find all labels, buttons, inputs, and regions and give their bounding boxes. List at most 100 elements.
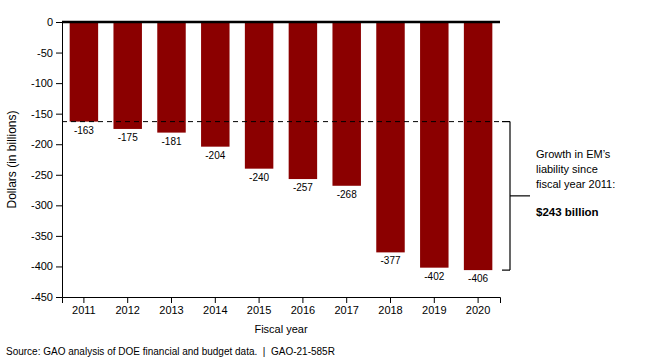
- y-tick-mark: [56, 297, 62, 298]
- y-tick-label: -400: [31, 260, 53, 272]
- data-label: -163: [74, 125, 94, 136]
- y-axis: 0 -50 -100 -150 -200 -250 -300 -350 -400 -450: [31, 16, 63, 303]
- y-tick: -50: [37, 47, 62, 59]
- x-tick-mark: [346, 297, 347, 303]
- y-tick-mark: [56, 53, 62, 54]
- x-tick-label: 2016: [291, 304, 315, 316]
- y-tick: 0: [47, 16, 62, 28]
- annotation: Growth in EM’s liability since fiscal year…: [536, 148, 615, 218]
- x-axis-title: Fiscal year: [254, 323, 308, 335]
- y-tick: -350: [31, 230, 62, 242]
- data-label: -240: [249, 172, 269, 183]
- bar: [289, 22, 317, 179]
- bar: [332, 22, 360, 186]
- annotation-text: liability since: [536, 163, 598, 175]
- bar: [201, 22, 229, 147]
- data-labels: -163 -175 -181 -204 -240 -257 -268 -377 -402 -406: [74, 125, 489, 285]
- y-tick-label: -50: [37, 47, 53, 59]
- x-tick-label: 2012: [115, 304, 139, 316]
- data-label: -181: [161, 136, 181, 147]
- y-tick-label: -350: [31, 230, 53, 242]
- marks: [62, 22, 500, 270]
- x-tick-label: 2014: [203, 304, 227, 316]
- y-tick-mark: [56, 205, 62, 206]
- x-tick-label: 2017: [334, 304, 358, 316]
- x-tick: 2019: [422, 297, 446, 316]
- y-tick: -250: [31, 169, 62, 181]
- y-tick-mark: [56, 83, 62, 84]
- data-label: -402: [424, 271, 444, 282]
- y-tick-label: -450: [31, 291, 53, 303]
- bar: [245, 22, 273, 169]
- y-tick-label: -100: [31, 77, 53, 89]
- y-tick-mark: [56, 144, 62, 145]
- y-tick-mark: [56, 175, 62, 176]
- y-tick-label: -150: [31, 108, 53, 120]
- x-tick-label: 2018: [378, 304, 402, 316]
- y-axis-line: [56, 23, 63, 298]
- data-label: -257: [293, 182, 313, 193]
- bar: [70, 22, 98, 122]
- x-tick-label: 2019: [422, 304, 446, 316]
- bar: [157, 22, 185, 133]
- y-axis-title: Dollars (in billions): [5, 110, 19, 208]
- y-tick: -400: [31, 260, 62, 272]
- x-tick-label: 2015: [247, 304, 271, 316]
- annotation-text: fiscal year 2011:: [536, 178, 615, 190]
- x-tick-label: 2020: [466, 304, 490, 316]
- y-tick-mark: [56, 266, 62, 267]
- bracket-line: [510, 195, 530, 196]
- y-tick: -450: [31, 291, 62, 303]
- y-tick-label: 0: [47, 16, 53, 28]
- x-axis: 2011 2012 2013 2014 2015 2016 2017 2018 2019 2020: [63, 297, 501, 316]
- chart: 0 -50 -100 -150 -200 -250 -300 -350 -400 -450 2011…: [0, 0, 650, 361]
- data-label: -268: [337, 189, 357, 200]
- x-tick: 2013: [159, 297, 183, 316]
- annotation-text: Growth in EM’s: [536, 148, 611, 160]
- y-tick-mark: [56, 114, 62, 115]
- bracket: [502, 122, 530, 271]
- x-axis-line: [63, 298, 501, 304]
- data-label: -175: [118, 132, 138, 143]
- zero-line: [62, 21, 500, 24]
- data-label: -204: [205, 150, 225, 161]
- x-tick-label: 2013: [159, 304, 183, 316]
- y-tick: -300: [31, 199, 62, 211]
- x-tick: 2020: [466, 297, 490, 316]
- x-tick-mark: [259, 297, 260, 303]
- bar: [376, 22, 404, 252]
- bracket-line: [502, 270, 510, 271]
- x-tick-mark: [215, 297, 216, 303]
- data-label: -377: [380, 255, 400, 266]
- x-tick-mark: [434, 297, 435, 303]
- x-tick: 2015: [247, 297, 271, 316]
- x-tick-mark: [171, 297, 172, 303]
- annotation-text: $243 billion: [536, 206, 599, 218]
- y-tick-label: -250: [31, 169, 53, 181]
- y-tick: -150: [31, 108, 62, 120]
- x-tick-mark: [478, 297, 479, 303]
- x-tick: 2018: [378, 297, 402, 316]
- bar: [113, 22, 141, 129]
- x-tick-label: 2011: [72, 304, 96, 316]
- y-tick-label: -200: [31, 138, 53, 150]
- x-tick: 2017: [334, 297, 358, 316]
- y-tick-mark: [56, 22, 62, 23]
- bar: [420, 22, 448, 268]
- bar: [464, 22, 492, 270]
- x-tick: 2011: [72, 297, 96, 316]
- y-tick-label: -300: [31, 199, 53, 211]
- data-label: -406: [468, 273, 488, 284]
- bracket-line: [502, 121, 510, 122]
- source: Source: GAO analysis of DOE financial an…: [6, 346, 335, 357]
- x-tick-mark: [390, 297, 391, 303]
- y-tick: -200: [31, 138, 62, 150]
- plot: 0 -50 -100 -150 -200 -250 -300 -350 -400 -450 2011…: [31, 16, 615, 316]
- y-tick: -100: [31, 77, 62, 89]
- x-tick: 2012: [115, 297, 139, 316]
- y-tick-mark: [56, 236, 62, 237]
- x-tick-mark: [83, 297, 84, 303]
- x-tick: 2014: [203, 297, 227, 316]
- x-tick-mark: [302, 297, 303, 303]
- x-tick: 2016: [291, 297, 315, 316]
